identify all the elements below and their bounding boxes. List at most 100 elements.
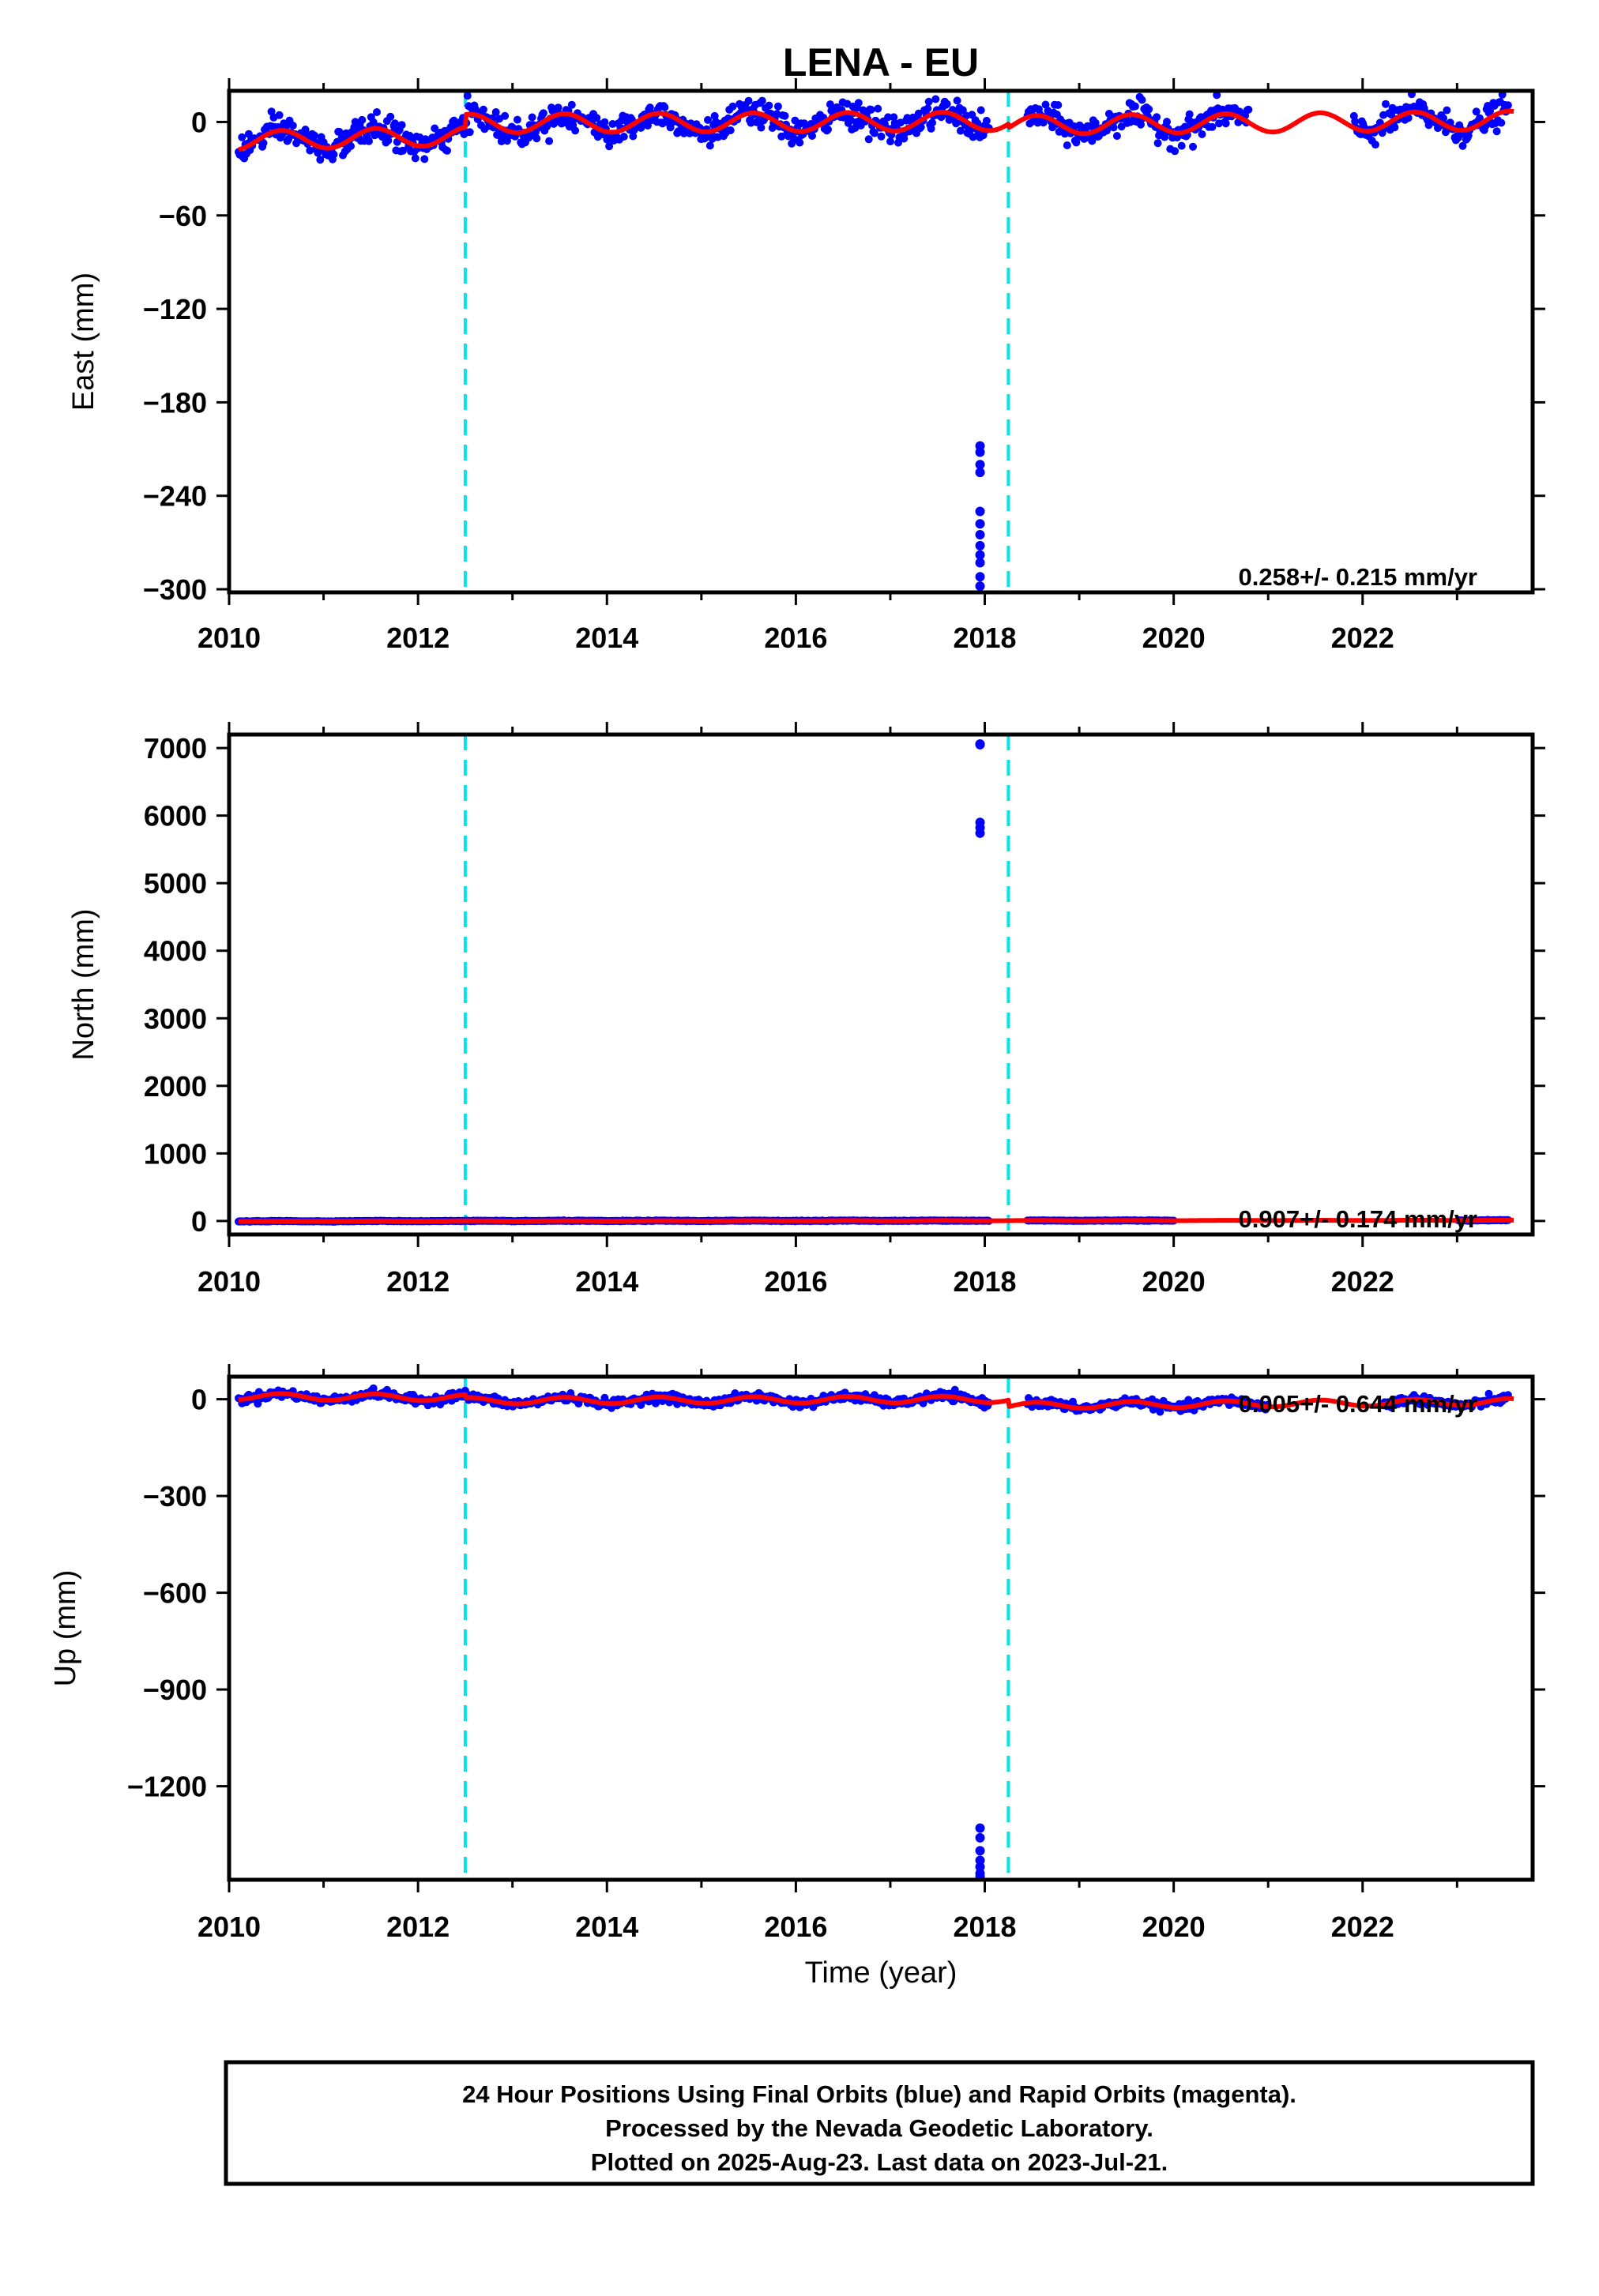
- data-point: [513, 115, 521, 124]
- x-tick-label: 2012: [386, 1265, 450, 1298]
- outlier-points: [975, 441, 985, 592]
- data-point: [491, 108, 500, 116]
- y-tick-label: −240: [143, 480, 207, 513]
- data-point: [528, 113, 536, 122]
- panel-up: 2010 2012 2014 2016 2018 2020 2022 0 −300 −600 −90…: [49, 1364, 1545, 1990]
- y-axis-label: North (mm): [67, 908, 100, 1060]
- data-point: [397, 121, 406, 130]
- x-tick-label: 2016: [764, 1265, 827, 1298]
- data-point: [1054, 101, 1063, 109]
- x-tick-label: 2010: [198, 1911, 261, 1943]
- x-tick-label: 2018: [953, 1265, 1016, 1298]
- outlier-point: [975, 460, 985, 470]
- x-tick-label: 2010: [198, 1265, 261, 1298]
- data-point: [864, 135, 873, 144]
- x-axis-label: Time (year): [805, 1956, 958, 1990]
- data-point: [1486, 107, 1494, 115]
- data-point: [660, 103, 669, 111]
- data-point: [884, 113, 893, 122]
- data-point: [705, 141, 714, 150]
- x-tick-label: 2014: [575, 1911, 638, 1943]
- data-point: [600, 118, 609, 126]
- outlier-points: [975, 738, 985, 838]
- data-point: [369, 1384, 378, 1392]
- data-point: [1177, 141, 1186, 150]
- rate-annotation: 0.907+/- 0.174 mm/yr: [1239, 1205, 1477, 1233]
- data-point: [347, 142, 355, 150]
- data-point: [386, 112, 395, 121]
- x-tick-label: 2022: [1331, 1265, 1394, 1298]
- outlier-point: [975, 519, 985, 529]
- y-tick-label: 3000: [144, 1002, 207, 1035]
- y-axis-label: East (mm): [67, 272, 100, 411]
- outlier-point: [975, 468, 985, 478]
- outlier-points: [975, 1823, 985, 1880]
- data-point: [890, 113, 898, 122]
- data-point: [1161, 133, 1169, 141]
- data-point: [877, 132, 886, 141]
- data-point: [824, 125, 832, 133]
- data-point: [593, 114, 601, 122]
- data-point: [1138, 96, 1146, 104]
- x-tick-label: 2020: [1142, 1911, 1206, 1943]
- data-point: [726, 126, 735, 134]
- y-tick-label: −60: [159, 200, 207, 232]
- data-point: [238, 133, 246, 141]
- data-point: [854, 99, 863, 107]
- model-line: [237, 1391, 1515, 1411]
- y-tick-label: 4000: [144, 935, 207, 968]
- data-point: [1404, 114, 1413, 122]
- data-point: [924, 97, 933, 106]
- outlier-point: [975, 1832, 985, 1843]
- data-point: [539, 109, 547, 118]
- data-point: [870, 129, 879, 137]
- y-tick-label: 2000: [144, 1070, 207, 1103]
- data-point: [867, 105, 875, 114]
- data-point: [808, 132, 816, 140]
- y-tick-label: −900: [143, 1674, 207, 1706]
- data-point: [532, 134, 541, 143]
- data-point: [1492, 127, 1501, 136]
- outlier-point: [975, 550, 985, 560]
- data-point: [886, 137, 894, 146]
- y-tick-label: −1200: [127, 1771, 207, 1803]
- y-tick-label: −300: [143, 573, 207, 606]
- data-point: [1382, 100, 1390, 108]
- data-point: [796, 138, 804, 147]
- panel-frame: [227, 732, 1535, 1237]
- panel-north: 2010 2012 2014 2016 2018 2020 2022 0 1000 2000 300…: [67, 722, 1545, 1298]
- chart-title: LENA - EU: [783, 40, 979, 85]
- data-point: [1184, 1396, 1193, 1404]
- data-point: [571, 126, 580, 135]
- data-point: [874, 104, 882, 113]
- outlier-point: [975, 558, 985, 568]
- data-point: [1181, 122, 1189, 131]
- x-tick-label: 2012: [386, 1911, 450, 1943]
- x-tick-label: 2022: [1331, 1911, 1394, 1943]
- data-point: [982, 116, 991, 125]
- data-point: [267, 107, 276, 116]
- outlier-point: [975, 1846, 985, 1856]
- data-point: [728, 102, 737, 111]
- x-tick-label: 2018: [953, 622, 1016, 654]
- data-point: [1439, 114, 1448, 122]
- data-point: [1063, 141, 1071, 149]
- outlier-point: [975, 828, 985, 838]
- y-tick-label: −300: [143, 1480, 207, 1513]
- data-point: [953, 96, 961, 105]
- y-axis-label: Up (mm): [49, 1570, 82, 1687]
- data-point: [1117, 122, 1126, 131]
- data-point: [1185, 110, 1194, 118]
- data-point: [914, 109, 923, 118]
- y-tick-label: 6000: [144, 800, 207, 832]
- data-point: [463, 92, 472, 100]
- data-point: [1153, 113, 1161, 122]
- data-point: [942, 100, 951, 108]
- data-point: [1187, 118, 1195, 126]
- data-point: [365, 137, 373, 145]
- x-tick-label: 2022: [1331, 622, 1394, 654]
- data-point: [744, 96, 753, 105]
- data-point: [310, 131, 319, 140]
- data-point: [373, 108, 381, 116]
